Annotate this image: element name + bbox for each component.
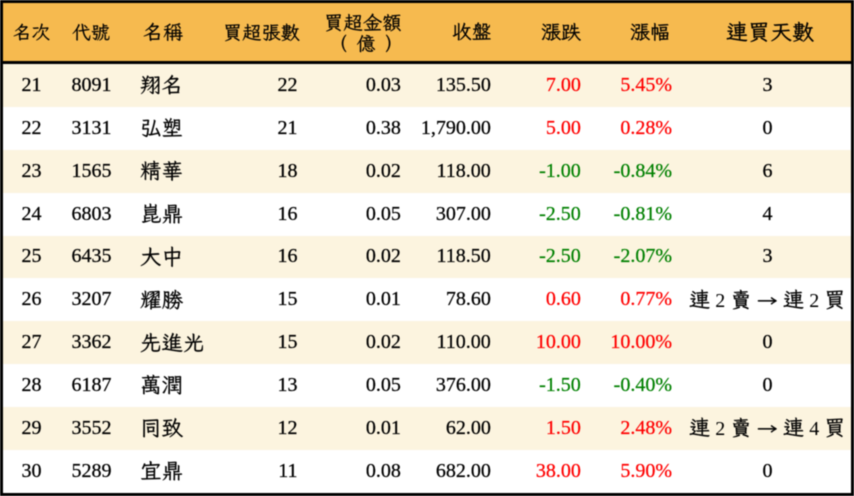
svg-text:2: 2 — [715, 290, 725, 312]
svg-text:2: 2 — [809, 290, 819, 312]
svg-text:2: 2 — [715, 419, 725, 441]
svg-text:4: 4 — [809, 419, 819, 441]
